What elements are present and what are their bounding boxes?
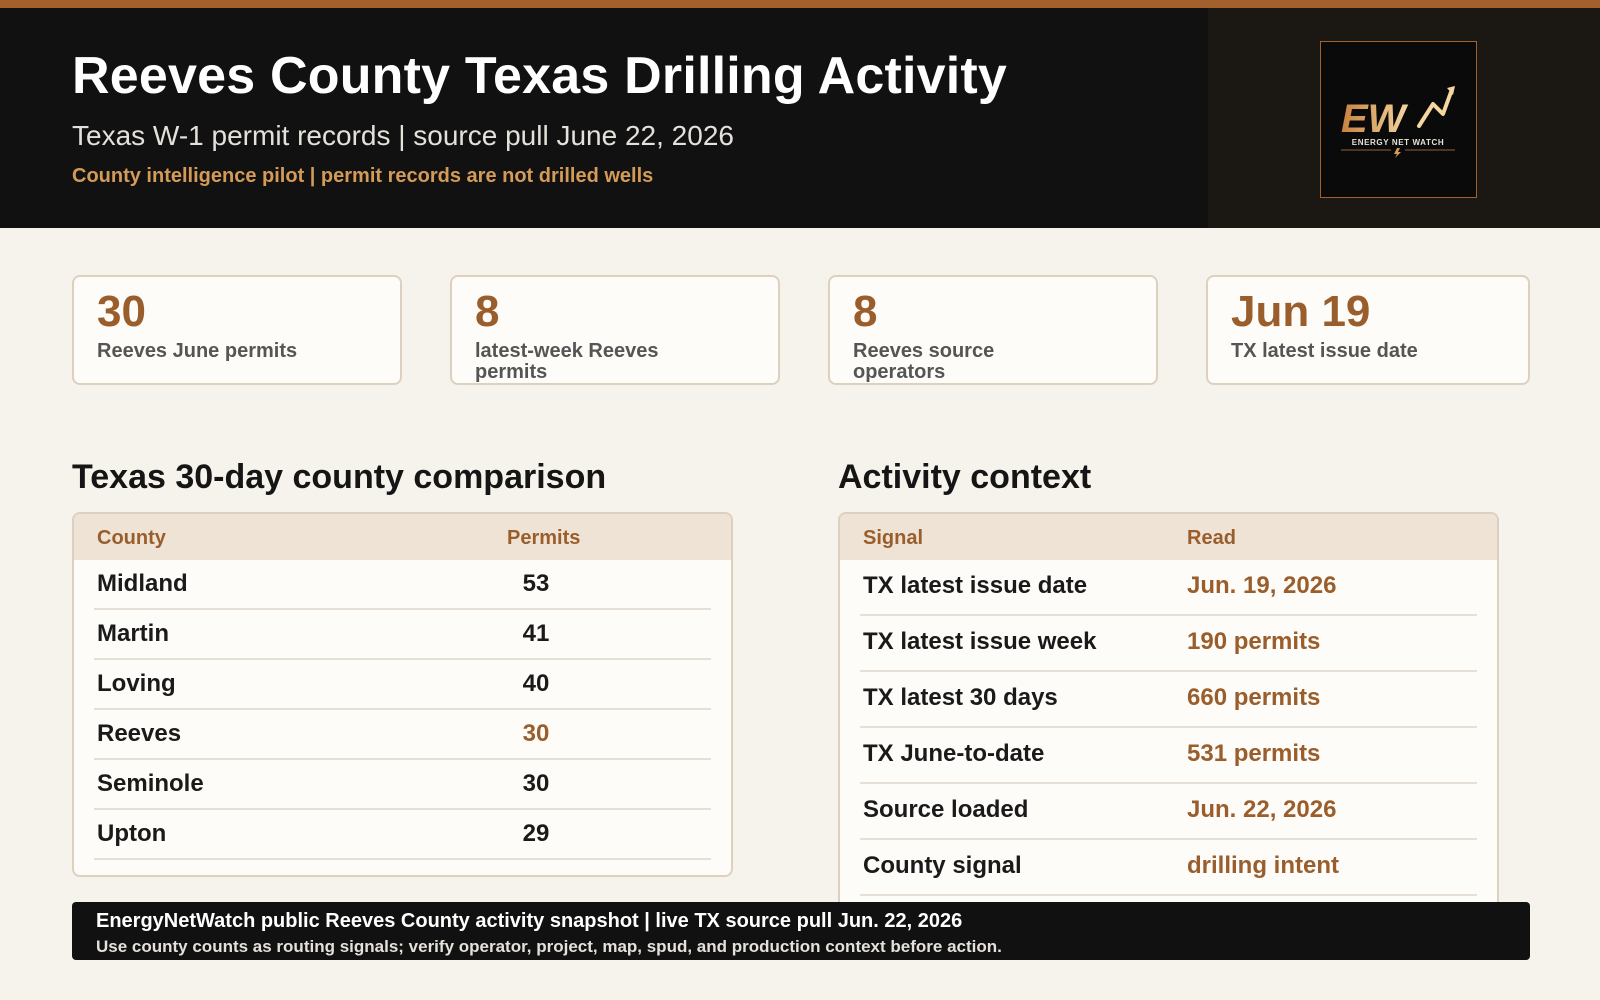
signal-read: Jun. 22, 2026 <box>1187 796 1337 823</box>
signal-read: 660 permits <box>1187 684 1321 711</box>
table-header: County Permits <box>74 514 731 560</box>
signal-name: TX latest issue date <box>863 572 1088 599</box>
table-header: Signal Read <box>840 514 1497 560</box>
stat-card-june-permits: 30 Reeves June permits <box>72 275 402 385</box>
stat-label: TX latest issue date <box>1231 340 1418 362</box>
table-row: Loving 40 <box>94 660 711 710</box>
logo-mark: EW <box>1341 97 1409 141</box>
page-header: Reeves County Texas Drilling Activity Te… <box>0 8 1600 228</box>
permit-count: 53 <box>522 570 550 597</box>
footer-headline: EnergyNetWatch public Reeves County acti… <box>96 910 963 932</box>
signal-name: Source loaded <box>863 796 1029 823</box>
comparison-section-title: Texas 30-day county comparison <box>72 458 607 496</box>
column-header-permits: Permits <box>507 527 581 549</box>
table-row: Martin 41 <box>94 610 711 660</box>
stat-card-latest-issue-date: Jun 19 TX latest issue date <box>1206 275 1530 385</box>
county-name: Upton <box>97 820 167 847</box>
permit-count: 41 <box>522 620 550 647</box>
permit-count: 40 <box>522 670 550 697</box>
signal-name: TX latest issue week <box>863 628 1097 655</box>
column-header-read: Read <box>1187 527 1236 549</box>
table-row-highlighted: Reeves 30 <box>94 710 711 760</box>
stat-value: 8 <box>475 287 500 336</box>
column-header-county: County <box>97 527 166 549</box>
bolt-icon <box>1394 148 1401 158</box>
table-row: TX latest 30 days 660 permits <box>860 672 1477 728</box>
table-row: TX June-to-date 531 permits <box>860 728 1477 784</box>
table-row: TX latest issue week 190 permits <box>860 616 1477 672</box>
permit-count: 30 <box>522 720 550 747</box>
stat-value: Jun 19 <box>1231 287 1371 336</box>
county-name: Loving <box>97 670 176 697</box>
stat-label: Reeves source operators <box>853 340 995 383</box>
stat-card-latest-week-permits: 8 latest-week Reeves permits <box>450 275 780 385</box>
table-row: Seminole 30 <box>94 760 711 810</box>
table-row: Source loaded Jun. 22, 2026 <box>860 784 1477 840</box>
column-header-signal: Signal <box>863 527 924 549</box>
page-title: Reeves County Texas Drilling Activity <box>72 47 1008 105</box>
footer-disclaimer: Use county counts as routing signals; ve… <box>96 937 1002 956</box>
page-disclaimer: County intelligence pilot | permit recor… <box>72 165 654 187</box>
stat-label: Reeves June permits <box>97 340 298 362</box>
signal-read: drilling intent <box>1187 852 1339 879</box>
footer-banner: EnergyNetWatch public Reeves County acti… <box>72 902 1530 960</box>
signal-name: TX June-to-date <box>863 740 1045 767</box>
county-name: Reeves <box>97 720 182 747</box>
signal-read: 531 permits <box>1187 740 1321 767</box>
signal-name: TX latest 30 days <box>863 684 1058 711</box>
county-name: Seminole <box>97 770 204 797</box>
table-row: Midland 53 <box>94 560 711 610</box>
table-row: County signal drilling intent <box>860 840 1477 896</box>
stat-card-source-operators: 8 Reeves source operators <box>828 275 1158 385</box>
logo-text: ENERGY NET WATCH <box>1352 138 1444 147</box>
signal-read: 190 permits <box>1187 628 1321 655</box>
permit-count: 30 <box>522 770 550 797</box>
county-name: Martin <box>97 620 169 647</box>
stat-value: 8 <box>853 287 878 336</box>
signal-name: County signal <box>863 852 1022 879</box>
context-section-title: Activity context <box>838 458 1092 496</box>
signal-read: Jun. 19, 2026 <box>1187 572 1337 599</box>
table-row: TX latest issue date Jun. 19, 2026 <box>860 560 1477 616</box>
activity-context-table: Signal Read TX latest issue date Jun. 19… <box>838 512 1499 914</box>
county-name: Midland <box>97 570 188 597</box>
energynetwatch-logo: EW ENERGY NET WATCH <box>1320 41 1477 198</box>
permit-count: 29 <box>522 820 550 847</box>
top-accent-stripe <box>0 0 1600 8</box>
table-row: Upton 29 <box>94 810 711 860</box>
rising-arrow-icon <box>1417 86 1455 128</box>
page-subtitle: Texas W-1 permit records | source pull J… <box>72 120 734 151</box>
stat-value: 30 <box>97 287 146 336</box>
county-comparison-table: County Permits Midland 53 Martin 41 Lovi… <box>72 512 733 877</box>
stat-label: latest-week Reeves permits <box>475 340 659 383</box>
